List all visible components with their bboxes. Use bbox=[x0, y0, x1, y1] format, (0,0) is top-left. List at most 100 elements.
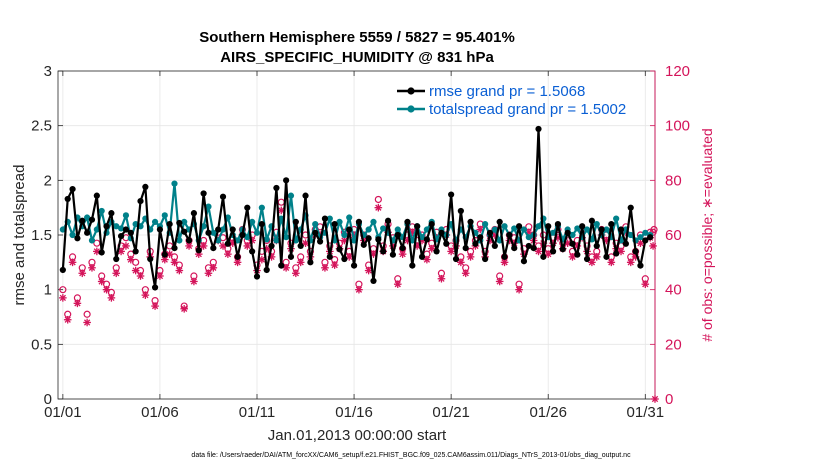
rmse-point bbox=[520, 258, 528, 265]
obs-evaluated-point bbox=[607, 258, 616, 267]
rmse-point bbox=[331, 220, 338, 228]
obs-evaluated-point bbox=[641, 280, 650, 288]
chart-title: Southern Hemisphere 5559 / 5827 = 95.401… bbox=[199, 29, 515, 46]
totalspread-point bbox=[603, 226, 610, 233]
rmse-point bbox=[477, 234, 484, 241]
rmse-point bbox=[409, 262, 416, 269]
obs-evaluated-point bbox=[427, 244, 436, 253]
obs-evaluated-point bbox=[321, 264, 329, 272]
totalspread-point bbox=[253, 229, 261, 236]
x-tick-label: 01/21 bbox=[432, 404, 470, 421]
rmse-point bbox=[642, 237, 649, 244]
obs-evaluated-point bbox=[636, 239, 645, 247]
rmse-point bbox=[127, 229, 134, 236]
rmse-point bbox=[399, 245, 406, 252]
totalspread-point bbox=[171, 180, 178, 187]
rmse-point bbox=[491, 242, 498, 250]
rmse-point bbox=[253, 273, 261, 280]
rmse-point bbox=[501, 253, 508, 260]
rmse-point bbox=[350, 262, 358, 269]
rmse-point bbox=[535, 125, 542, 133]
line-series bbox=[59, 125, 654, 291]
legend-rmse-marker bbox=[407, 87, 415, 95]
y-right-tick-label: 60 bbox=[665, 227, 682, 244]
totalspread-point bbox=[482, 220, 489, 228]
obs-evaluated-point bbox=[461, 269, 470, 278]
totalspread-point bbox=[113, 223, 120, 230]
rmse-point bbox=[549, 248, 557, 255]
obs-evaluated-point bbox=[398, 250, 407, 258]
rmse-point bbox=[316, 238, 324, 245]
y-tick-label: 2 bbox=[44, 172, 52, 189]
y-axis-right-label: # of obs: o=possible; ∗=evaluated bbox=[699, 128, 715, 341]
rmse-point bbox=[375, 236, 382, 243]
obs-evaluated-point bbox=[592, 253, 601, 261]
rmse-point bbox=[603, 253, 610, 260]
totalspread-point bbox=[219, 226, 227, 233]
y-tick-label: 1 bbox=[44, 282, 52, 299]
rmse-point bbox=[394, 231, 401, 239]
rmse-point bbox=[613, 250, 620, 257]
x-tick-label: 01/06 bbox=[141, 404, 179, 421]
rmse-point bbox=[540, 253, 547, 260]
obs-evaluated-point bbox=[185, 242, 193, 250]
rmse-point bbox=[137, 198, 144, 205]
rmse-point bbox=[438, 229, 445, 236]
rmse-point bbox=[244, 204, 251, 211]
obs-evaluated-point bbox=[175, 266, 184, 275]
totalspread-point bbox=[181, 218, 188, 225]
rmse-point bbox=[341, 255, 348, 263]
rmse-point bbox=[496, 218, 503, 225]
obs-evaluated-point bbox=[88, 264, 96, 272]
rmse-point bbox=[84, 229, 91, 236]
rmse-point bbox=[64, 195, 71, 203]
y-axis-label: rmse and totalspread bbox=[11, 165, 28, 306]
rmse-point bbox=[627, 204, 634, 211]
y-tick-label: 1.5 bbox=[31, 227, 52, 244]
rmse-point bbox=[93, 192, 100, 199]
obs-evaluated-point bbox=[156, 272, 164, 280]
rmse-point bbox=[103, 223, 110, 230]
rmse-point bbox=[559, 246, 566, 253]
totalspread-point bbox=[535, 223, 542, 230]
totalspread-point bbox=[341, 231, 348, 239]
rmse-point bbox=[190, 210, 198, 217]
totalspread-point bbox=[84, 214, 91, 221]
totalspread-point bbox=[312, 220, 319, 228]
rmse-point bbox=[384, 217, 392, 224]
rmse-point bbox=[292, 218, 299, 225]
y-right-tick-label: 0 bbox=[665, 391, 673, 408]
legend-totalspread-label: totalspread grand pr = 1.5002 bbox=[429, 101, 626, 118]
obs-evaluated-point bbox=[292, 269, 300, 278]
rmse-point bbox=[637, 262, 644, 269]
rmse-point bbox=[433, 248, 440, 255]
obs-evaluated-point bbox=[122, 242, 130, 250]
rmse-point bbox=[467, 218, 474, 225]
legend-rmse-label: rmse grand pr = 1.5068 bbox=[429, 83, 585, 100]
totalspread-point bbox=[210, 229, 217, 236]
obs-evaluated-point bbox=[224, 250, 232, 258]
totalspread-point bbox=[69, 231, 76, 239]
rmse-point bbox=[195, 247, 202, 254]
rmse-point bbox=[530, 245, 537, 252]
rmse-point bbox=[234, 253, 241, 260]
y-tick-label: 0 bbox=[44, 391, 52, 408]
x-tick-label: 01/26 bbox=[529, 404, 567, 421]
obs-evaluated-point bbox=[374, 203, 383, 212]
totalspread-point bbox=[525, 234, 532, 241]
obs-evaluated-point bbox=[258, 255, 266, 264]
rmse-point bbox=[326, 253, 333, 260]
obs-possible-point bbox=[59, 286, 67, 294]
totalspread-point bbox=[370, 218, 377, 225]
obs-evaluated-point bbox=[301, 239, 310, 247]
obs-evaluated-point bbox=[204, 269, 213, 278]
y-right-tick-label: 80 bbox=[665, 172, 682, 189]
y-right-tick-label: 120 bbox=[665, 63, 690, 80]
totalspread-point bbox=[205, 203, 212, 210]
totalspread-point bbox=[418, 234, 426, 241]
obs-possible-point bbox=[650, 225, 658, 234]
rmse-point bbox=[389, 251, 397, 258]
obs-evaluated-point bbox=[437, 274, 446, 283]
rmse-point bbox=[215, 226, 222, 233]
rmse-point bbox=[161, 251, 168, 258]
